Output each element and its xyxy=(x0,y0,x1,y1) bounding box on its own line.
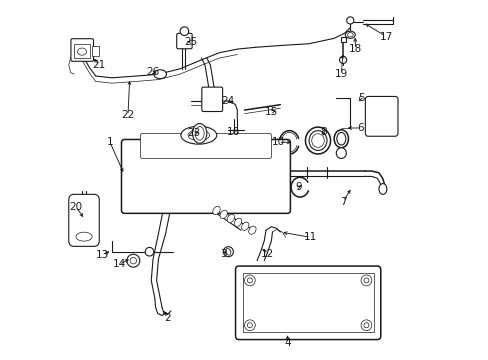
Circle shape xyxy=(244,275,255,286)
Text: 15: 15 xyxy=(264,107,278,117)
Text: 4: 4 xyxy=(284,338,290,348)
Ellipse shape xyxy=(345,31,355,39)
FancyBboxPatch shape xyxy=(69,194,99,246)
Bar xyxy=(340,37,345,42)
Text: 22: 22 xyxy=(121,111,134,121)
Text: 23: 23 xyxy=(187,129,201,138)
Circle shape xyxy=(363,323,368,328)
Text: 25: 25 xyxy=(183,37,197,47)
Text: 9: 9 xyxy=(294,182,301,192)
Circle shape xyxy=(244,320,255,330)
Circle shape xyxy=(145,247,153,256)
Ellipse shape xyxy=(346,33,352,37)
Text: 24: 24 xyxy=(221,96,235,106)
Text: 5: 5 xyxy=(357,93,364,103)
Text: 17: 17 xyxy=(379,32,392,41)
Ellipse shape xyxy=(333,130,348,148)
Circle shape xyxy=(223,247,233,257)
Text: 10: 10 xyxy=(271,138,285,147)
Text: 12: 12 xyxy=(261,248,274,258)
Text: 3: 3 xyxy=(219,248,226,258)
Ellipse shape xyxy=(248,226,256,234)
Text: 26: 26 xyxy=(146,67,160,77)
Circle shape xyxy=(126,254,140,267)
Ellipse shape xyxy=(76,232,92,241)
Ellipse shape xyxy=(308,131,326,150)
Circle shape xyxy=(346,17,353,24)
Text: 11: 11 xyxy=(304,232,317,242)
Text: 8: 8 xyxy=(320,127,326,136)
Circle shape xyxy=(339,56,346,63)
Text: 21: 21 xyxy=(92,60,106,70)
Bar xyxy=(92,45,99,56)
Ellipse shape xyxy=(378,184,386,194)
Ellipse shape xyxy=(195,127,203,140)
Ellipse shape xyxy=(241,222,248,230)
Text: 7: 7 xyxy=(339,197,346,207)
Circle shape xyxy=(360,275,371,286)
Ellipse shape xyxy=(187,130,209,140)
Ellipse shape xyxy=(234,218,241,226)
FancyBboxPatch shape xyxy=(235,266,380,339)
Ellipse shape xyxy=(181,126,216,144)
Text: 14: 14 xyxy=(112,259,125,269)
Bar xyxy=(74,44,90,58)
Text: 19: 19 xyxy=(334,69,347,79)
FancyBboxPatch shape xyxy=(176,33,192,49)
Ellipse shape xyxy=(336,148,346,158)
Ellipse shape xyxy=(225,248,230,255)
Ellipse shape xyxy=(154,70,166,79)
FancyBboxPatch shape xyxy=(140,134,271,158)
Circle shape xyxy=(360,320,371,330)
Ellipse shape xyxy=(311,134,324,147)
Text: 18: 18 xyxy=(348,44,362,54)
Text: 2: 2 xyxy=(164,313,170,323)
FancyBboxPatch shape xyxy=(365,96,397,136)
Circle shape xyxy=(130,257,136,264)
Circle shape xyxy=(225,249,230,254)
Text: 6: 6 xyxy=(357,123,364,133)
Ellipse shape xyxy=(305,127,330,154)
FancyBboxPatch shape xyxy=(71,39,93,61)
Ellipse shape xyxy=(336,132,345,145)
Bar xyxy=(242,273,373,332)
Text: 1: 1 xyxy=(106,138,113,147)
Ellipse shape xyxy=(192,123,206,143)
Ellipse shape xyxy=(78,48,86,55)
Circle shape xyxy=(247,278,252,283)
Circle shape xyxy=(247,323,252,328)
Circle shape xyxy=(363,278,368,283)
FancyBboxPatch shape xyxy=(202,87,222,112)
Ellipse shape xyxy=(227,214,234,222)
Text: 20: 20 xyxy=(69,202,82,212)
Text: 13: 13 xyxy=(96,250,109,260)
Ellipse shape xyxy=(220,210,227,219)
FancyBboxPatch shape xyxy=(121,139,290,213)
Ellipse shape xyxy=(212,206,220,215)
Circle shape xyxy=(180,27,188,36)
Text: 16: 16 xyxy=(226,127,240,136)
